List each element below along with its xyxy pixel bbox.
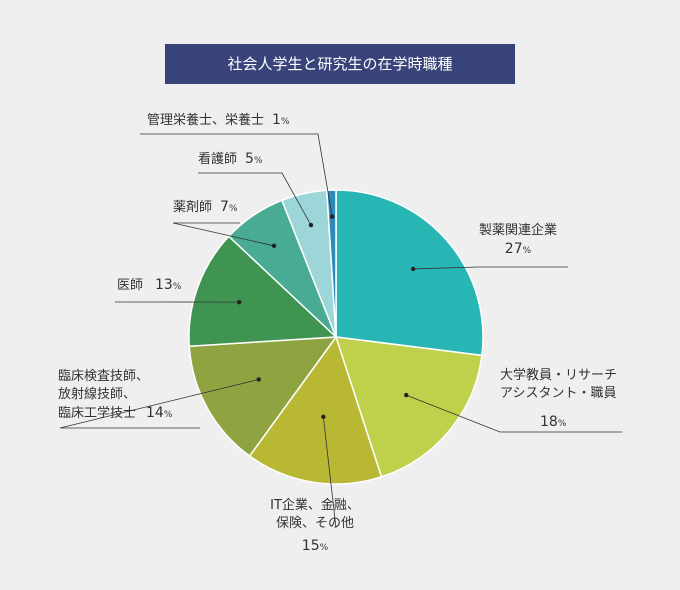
leader-line [59, 379, 259, 429]
label-doctor-line1: 医師 [117, 278, 144, 293]
leader-line [140, 133, 333, 217]
slice-pharma [335, 189, 484, 357]
leader-dot [321, 414, 326, 420]
slice-clinical [188, 336, 338, 457]
leader-dot [271, 243, 277, 249]
label-university-line1: 大学教員・リサーチ [500, 368, 618, 383]
leader-pharmacist [172, 222, 277, 249]
label-university: 大学教員・リサーチ アシスタント・職員 18% [500, 367, 617, 433]
label-nurse-line1: 看護師 [198, 152, 238, 167]
label-pharma: 製薬関連企業 27% [478, 222, 558, 260]
label-clinical: 臨床検査技師、 放射線技師、 臨床工学技士 14% [58, 368, 172, 424]
label-dietitian-line1: 管理栄養士、栄養士 [147, 113, 265, 128]
leader-line [413, 266, 568, 270]
leader-university [404, 392, 622, 433]
slice-university [334, 336, 483, 478]
leader-dot [330, 214, 335, 219]
label-pharmacist-pct: 7% [220, 199, 238, 215]
label-nurse: 看護師 5% [198, 150, 263, 170]
label-pharma-pct: 27% [504, 241, 532, 257]
slice-dietitian [325, 189, 337, 338]
label-it-line1: IT企業、金融、 [270, 498, 360, 513]
label-university-line2: アシスタント・職員 [500, 386, 617, 401]
label-pharma-line1: 製薬関連企業 [478, 223, 557, 238]
leader-pharma [410, 266, 568, 272]
label-university-pct: 18% [540, 414, 567, 430]
label-doctor-pct: 13% [155, 277, 182, 293]
leader-dot [404, 392, 409, 398]
label-clinical-pct: 14% [146, 405, 173, 421]
leader-line [172, 222, 275, 247]
label-it: IT企業、金融、 保険、その他 15% [255, 497, 375, 557]
label-doctor: 医師 13% [117, 276, 181, 296]
slice-it [248, 335, 383, 485]
leader-doctor [114, 299, 242, 305]
label-it-line2: 保険、その他 [275, 516, 354, 531]
leader-dot [308, 222, 314, 228]
label-clinical-line2: 放射線技師、 [58, 387, 137, 402]
leader-it [321, 414, 337, 529]
leader-dot [256, 377, 261, 382]
leader-nurse [198, 172, 314, 228]
label-clinical-line3: 臨床工学技士 14% [58, 405, 173, 421]
label-it-pct: 15% [301, 538, 329, 554]
label-nurse-pct: 5% [245, 151, 263, 167]
chart-title: 社会人学生と研究生の在学時職種 [165, 44, 515, 84]
leader-dietitian [140, 133, 335, 219]
leader-clinical [59, 377, 261, 429]
label-clinical-line1: 臨床検査技師、 [58, 369, 150, 384]
label-pharmacist: 薬剤師 7% [173, 198, 238, 218]
leader-dot [410, 266, 416, 272]
label-pharmacist-line1: 薬剤師 [173, 200, 213, 215]
leader-dot [236, 299, 242, 305]
label-dietitian: 管理栄養士、栄養士 1% [147, 111, 290, 131]
leader-line [198, 172, 312, 226]
leader-line [406, 394, 622, 433]
leader-line [322, 416, 337, 529]
slice-doctor [188, 235, 338, 348]
label-dietitian-pct: 1% [272, 112, 290, 128]
